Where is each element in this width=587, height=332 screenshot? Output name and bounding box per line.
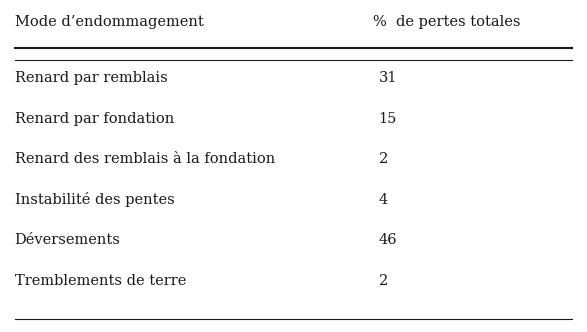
Text: 2: 2	[379, 152, 388, 166]
Text: Instabilité des pentes: Instabilité des pentes	[15, 192, 174, 207]
Text: Renard des remblais à la fondation: Renard des remblais à la fondation	[15, 152, 275, 166]
Text: 31: 31	[379, 71, 397, 85]
Text: Renard par remblais: Renard par remblais	[15, 71, 167, 85]
Text: 2: 2	[379, 274, 388, 288]
Text: %  de pertes totales: % de pertes totales	[373, 15, 520, 29]
Text: Déversements: Déversements	[15, 233, 120, 247]
Text: Renard par fondation: Renard par fondation	[15, 112, 174, 125]
Text: Mode d’endommagement: Mode d’endommagement	[15, 15, 204, 29]
Text: 15: 15	[379, 112, 397, 125]
Text: Tremblements de terre: Tremblements de terre	[15, 274, 186, 288]
Text: 46: 46	[379, 233, 397, 247]
Text: 4: 4	[379, 193, 388, 207]
